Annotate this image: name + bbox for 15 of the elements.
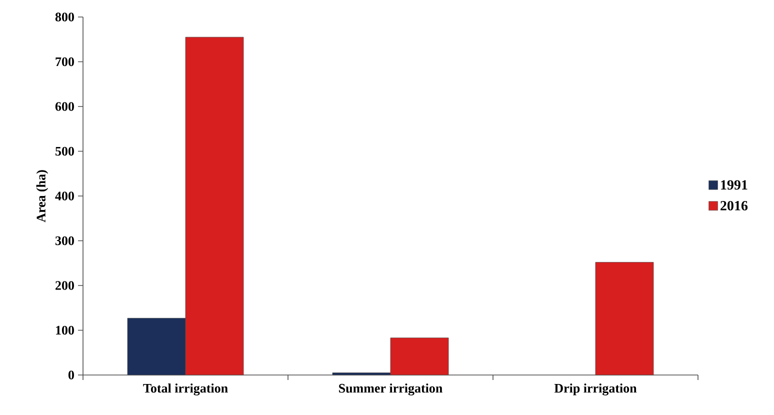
y-tick-label: 0: [68, 370, 74, 380]
y-tick-label: 200: [56, 281, 74, 290]
y-tick-label: 500: [55, 146, 74, 156]
y-tick-label: 700: [56, 57, 74, 66]
y-tick-label: 800: [55, 12, 74, 22]
x-tick-label: Total irrigation: [143, 384, 228, 396]
legend-label: 1991: [721, 180, 748, 190]
x-tick-label: Drip irrigation: [554, 384, 637, 396]
x-tick-label: Summer irrigation: [339, 384, 442, 396]
legend-label: 2016: [720, 200, 748, 210]
y-tick-label: 100: [56, 326, 74, 335]
y-tick-label: 600: [55, 102, 74, 111]
y-tick-label: 400: [55, 192, 74, 200]
y-axis-title: Area (ha): [36, 170, 48, 222]
y-tick-label: 300: [55, 236, 74, 246]
